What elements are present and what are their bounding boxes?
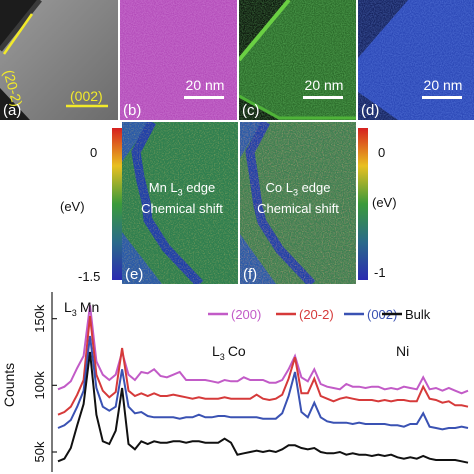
chart-axes: 150k 100k 50k Counts	[1, 292, 57, 472]
chart-legend: (200) (20-2) (002) Bulk	[208, 307, 431, 322]
scalebar-line	[422, 96, 462, 99]
panel-c-image	[239, 0, 356, 120]
colorbar-f-top: 0	[378, 145, 386, 160]
panel-c-map: 20 nm (c)	[239, 0, 356, 120]
colorbar-f-bottom: -1	[374, 265, 386, 280]
panel-a-image	[0, 0, 118, 120]
mn-l3-annotation: L3 Mn	[64, 299, 99, 318]
panel-d-image	[358, 0, 474, 120]
scalebar-label: 20 nm	[423, 77, 463, 93]
colorbar-e-bottom: -1.5	[78, 269, 101, 284]
annotation-002: (002)	[70, 88, 103, 104]
legend-label-1: (20-2)	[299, 307, 334, 322]
chart-annotations: L3 Mn L3 Co Ni	[64, 299, 409, 362]
panel-f-map: Co L3 edge Chemical shift (f)	[240, 122, 356, 284]
series-line-2	[57, 335, 469, 431]
panel-e-map: Mn L3 edge Chemical shift (e)	[122, 122, 238, 284]
y-tick-label: 100k	[32, 371, 47, 400]
panel-d-map: 20 nm (d)	[358, 0, 474, 120]
chart-series	[57, 305, 469, 464]
panel-f-title: Co L3 edge Chemical shift	[257, 180, 339, 216]
panel-d-label: (d)	[361, 102, 380, 119]
facet-line-20-2	[2, 13, 34, 55]
panel-b-map: 20 nm (b)	[120, 0, 237, 120]
panel-b-image	[120, 0, 237, 120]
y-tick-label: 150k	[32, 304, 47, 333]
panel-a-haadf: (20-2) (002) (a)	[0, 0, 118, 120]
panel-e-label: (e)	[125, 266, 144, 283]
series-line-3	[57, 351, 469, 464]
panel-b-label: (b)	[123, 102, 142, 119]
panel-a-label: (a)	[3, 102, 22, 119]
colorbar-e-top: 0	[90, 145, 98, 160]
panel-e-title: Mn L3 edge Chemical shift	[141, 180, 223, 216]
legend-label-0: (200)	[231, 307, 261, 322]
y-axis-label: Counts	[1, 363, 17, 407]
co-l3-annotation: L3 Co	[212, 343, 246, 362]
scalebar-line	[184, 96, 224, 99]
scalebar-label: 20 nm	[304, 77, 344, 93]
colorbar-e	[112, 128, 122, 280]
legend-label-3: Bulk	[405, 307, 431, 322]
panel-e-image	[122, 122, 238, 284]
colorbar-f	[358, 128, 368, 280]
scalebar-line	[303, 96, 343, 99]
scalebar-label: 20 nm	[185, 77, 225, 93]
series-line-1	[57, 315, 469, 416]
panel-f-label: (f)	[243, 266, 258, 283]
colorbar-f-unit: (eV)	[372, 195, 397, 210]
panel-f-image	[240, 122, 356, 284]
y-tick-label: 50k	[32, 441, 47, 462]
series-line-0	[57, 305, 469, 395]
ni-annotation: Ni	[396, 343, 409, 359]
colorbar-e-unit: (eV)	[60, 199, 85, 214]
panel-c-label: (c)	[242, 102, 260, 119]
